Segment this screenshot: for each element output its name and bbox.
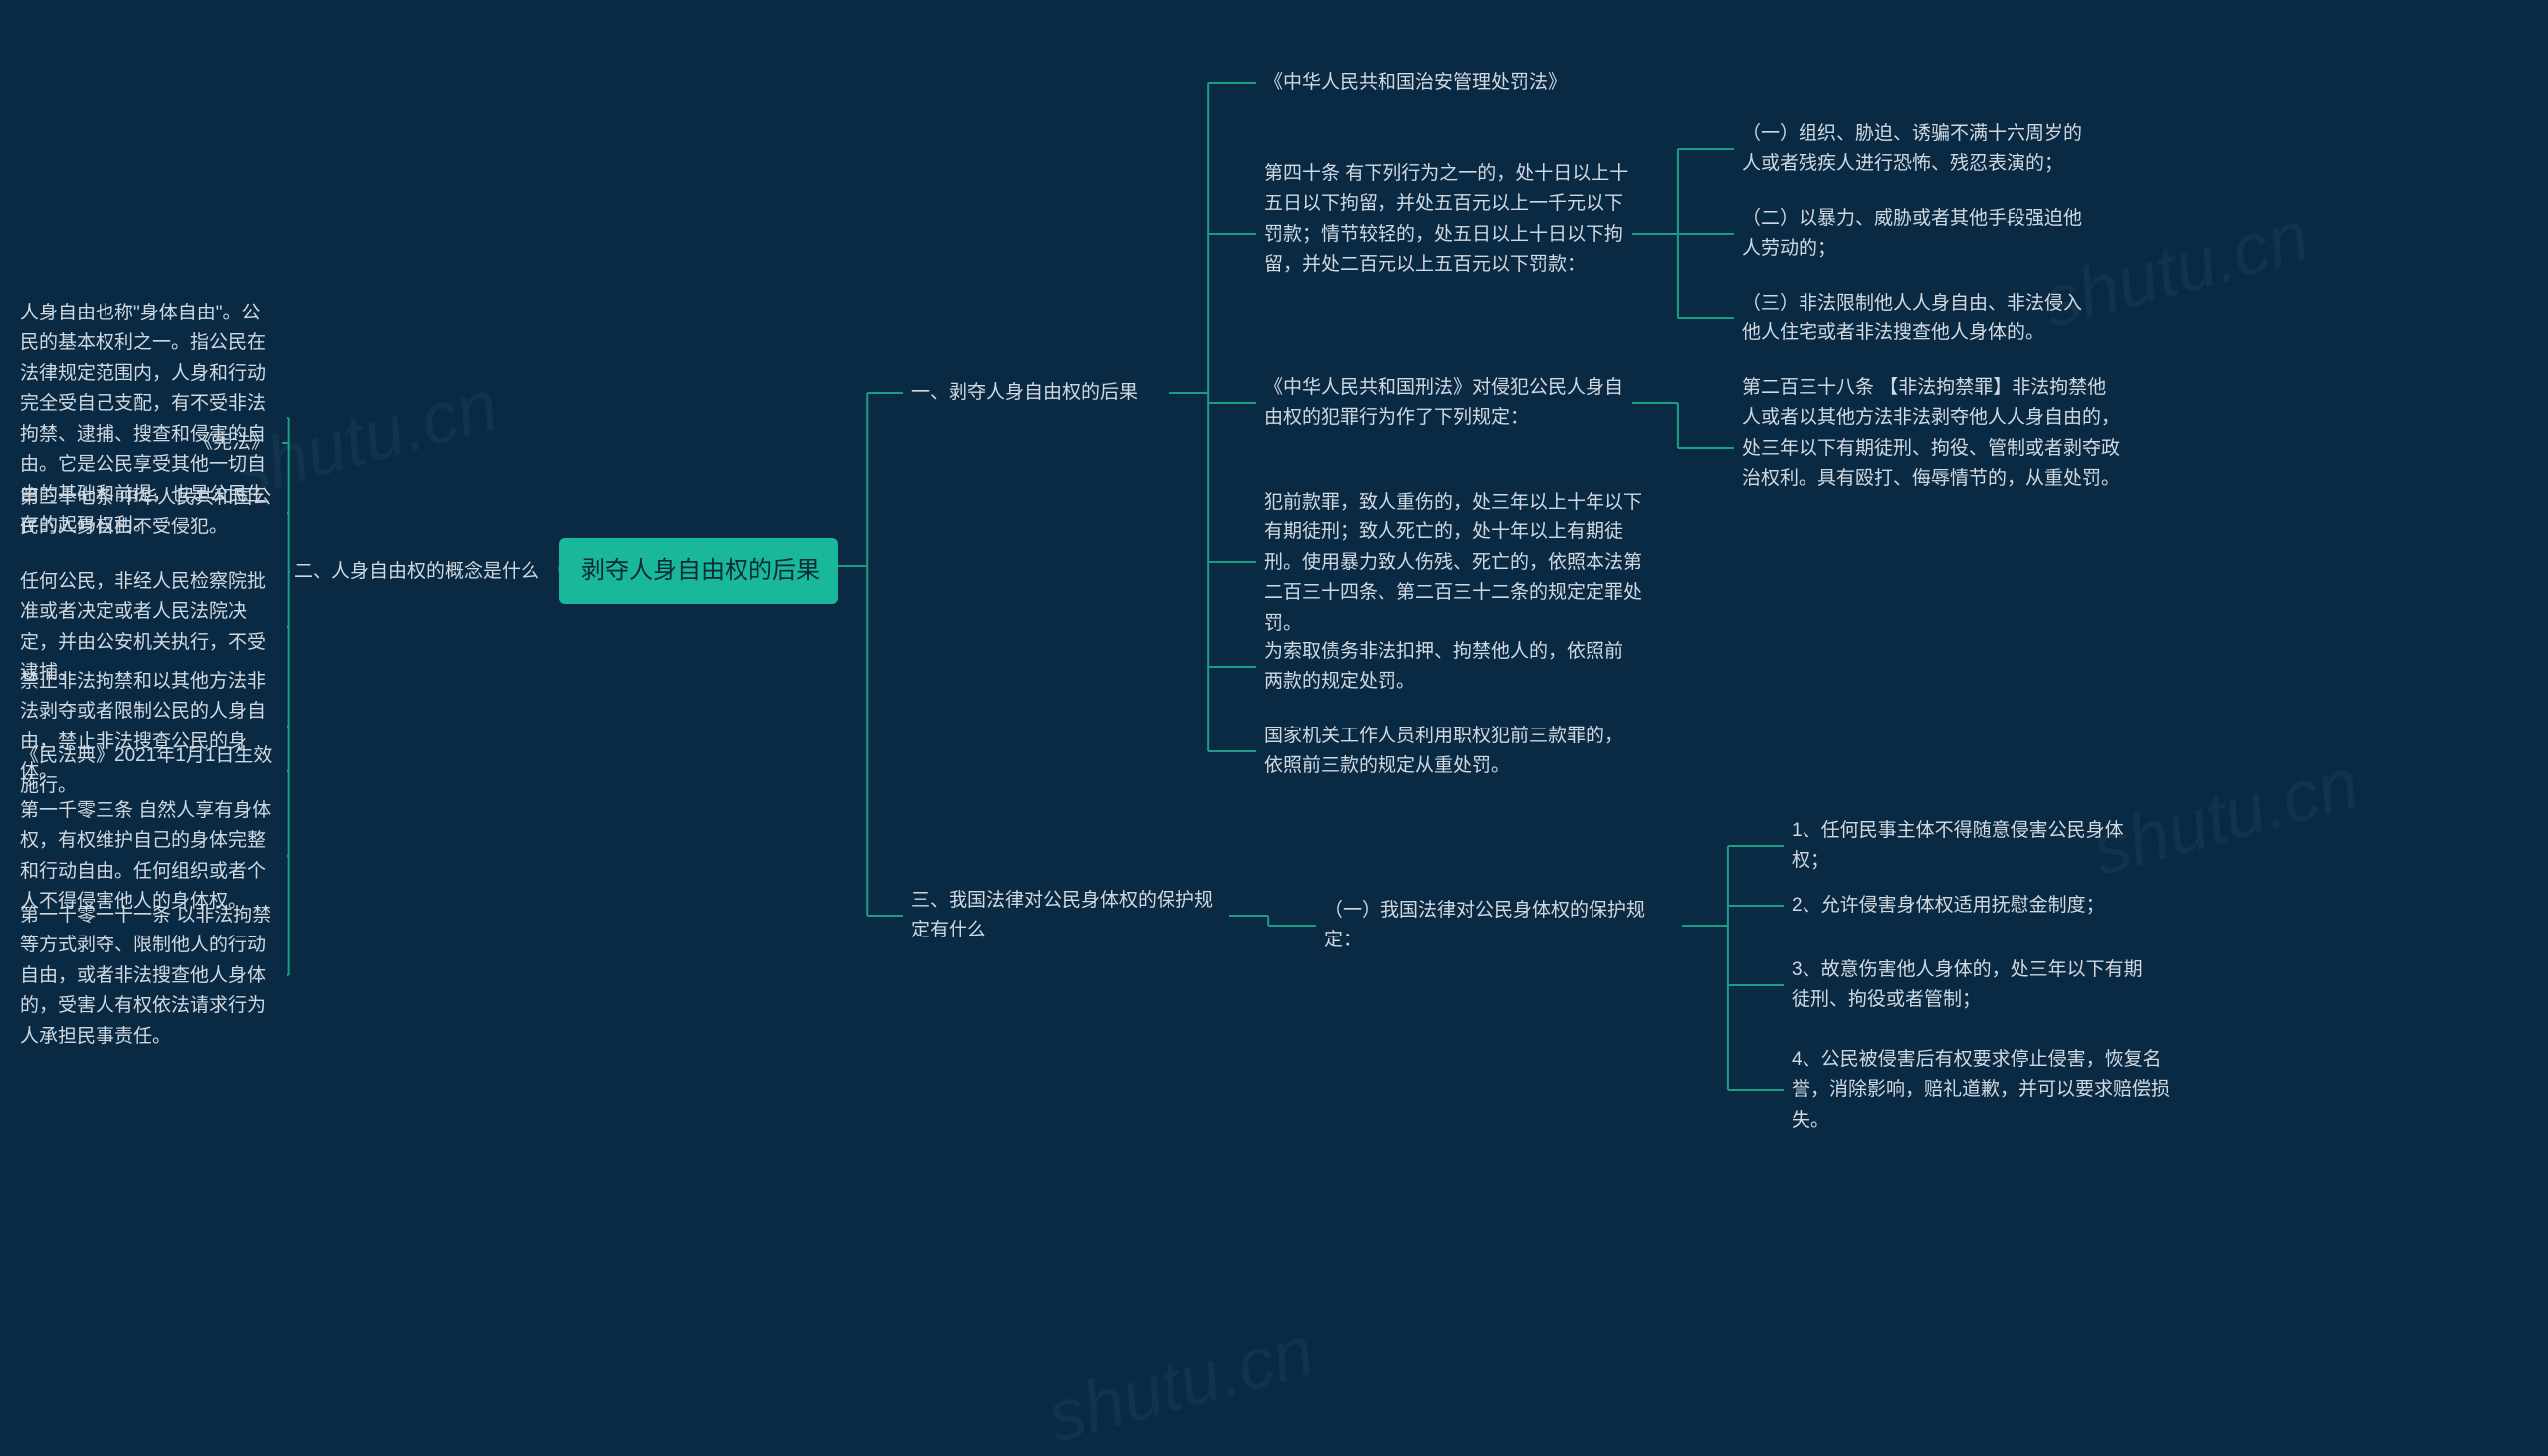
node-l-1-2: 第三十七条 中华人民共和国公民的人身自由不受侵犯。 [20,483,279,543]
mindmap-canvas: shutu.cnshutu.cnshutu.cnshutu.cn剥夺人身自由权的… [0,0,2548,1456]
node-r-1-1: 第四十条 有下列行为之一的，处十日以上十五日以下拘留，并处五百元以上一千元以下罚… [1264,159,1632,281]
node-r-2-0: 第二百三十八条 【非法拘禁罪】非法拘禁他人或者以其他方法非法剥夺他人人身自由的，… [1742,373,2120,495]
root-node: 剥夺人身自由权的后果 [559,538,838,604]
node-r-2-1: （二）以暴力、威胁或者其他手段强迫他人劳动的； [1742,204,2100,265]
node-r-2-0: （一）组织、胁迫、诱骗不满十六周岁的人或者残疾人进行恐怖、残忍表演的； [1742,119,2100,180]
node-r-2-1: 2、允许侵害身体权适用抚慰金制度； [1792,891,2160,921]
node-r-1-3: 犯前款罪，致人重伤的，处三年以上十年以下有期徒刑；致人死亡的，处十年以上有期徒刑… [1264,488,1642,639]
node-r-1-2: 《中华人民共和国刑法》对侵犯公民人身自由权的犯罪行为作了下列规定： [1264,373,1632,434]
node-r-0-0: 一、剥夺人身自由权的后果 [911,378,1169,408]
node-l-1-1: 《宪法》 [194,428,274,458]
node-l-1-7: 第一千零一十一条 以非法拘禁等方式剥夺、限制他人的行动自由，或者非法搜查他人身体… [20,901,279,1052]
node-r-1-0: 《中华人民共和国治安管理处罚法》 [1264,68,1592,98]
node-r-1-4: 为索取债务非法扣押、拘禁他人的，依照前两款的规定处罚。 [1264,637,1632,698]
watermark: shutu.cn [1039,1310,1322,1456]
node-l-0-0: 二、人身自由权的概念是什么 [294,557,552,587]
node-l-1-5: 《民法典》2021年1月1日生效施行。 [20,741,279,802]
node-r-1-0: （一）我国法律对公民身体权的保护规定： [1324,896,1682,956]
node-r-2-3: 4、公民被侵害后有权要求停止侵害，恢复名誉，消除影响，赔礼道歉，并可以要求赔偿损… [1792,1045,2170,1136]
node-r-2-2: （三）非法限制他人人身自由、非法侵入他人住宅或者非法搜查他人身体的。 [1742,289,2100,349]
node-r-2-2: 3、故意伤害他人身体的，处三年以下有期徒刑、拘役或者管制； [1792,955,2160,1016]
node-r-1-5: 国家机关工作人员利用职权犯前三款罪的，依照前三款的规定从重处罚。 [1264,722,1632,782]
node-r-2-0: 1、任何民事主体不得随意侵害公民身体权； [1792,816,2160,877]
node-l-1-6: 第一千零三条 自然人享有身体权，有权维护自己的身体完整和行动自由。任何组织或者个… [20,796,279,918]
node-r-0-1: 三、我国法律对公民身体权的保护规定有什么 [911,886,1229,946]
